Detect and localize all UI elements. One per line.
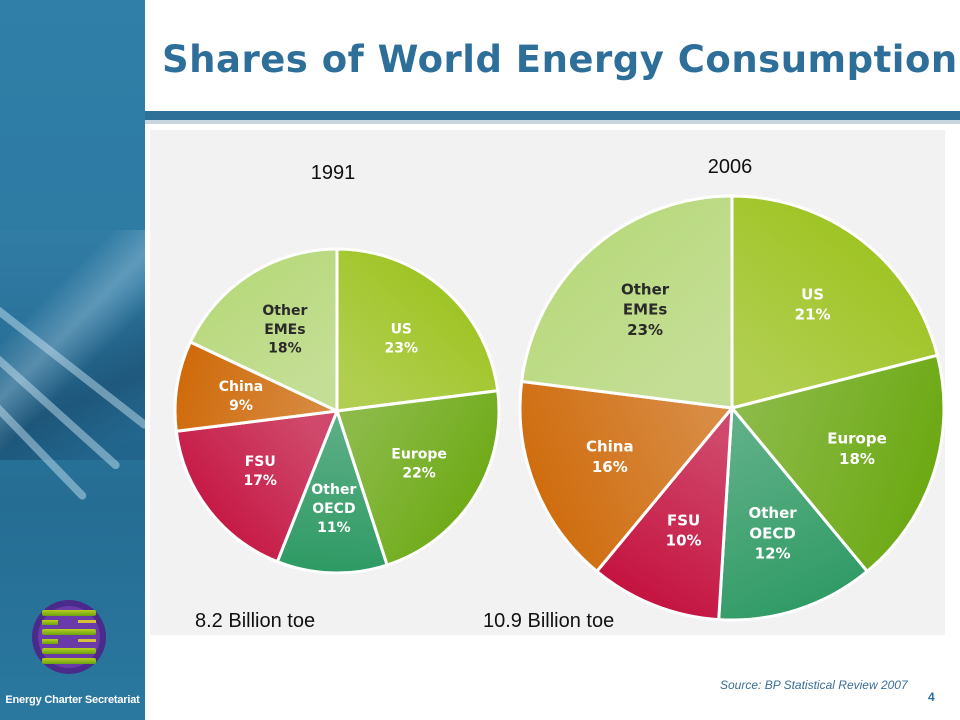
- slice-us: [730, 194, 940, 410]
- title-underline-shadow: [145, 120, 960, 124]
- slice-europe: [335, 389, 501, 567]
- slice-label-china: China 16%: [586, 438, 634, 476]
- slice-label-europe: Europe 22%: [391, 447, 447, 482]
- pie-title-1991: 1991: [311, 162, 356, 184]
- slice-label-fsu: FSU 10%: [666, 511, 702, 549]
- sidebar-pipeline-photo: [0, 230, 145, 460]
- slice-label-other-oecd: Other OECD 11%: [311, 482, 356, 536]
- energy-charter-logo-icon: [32, 600, 106, 674]
- slice-label-fsu: FSU 17%: [243, 454, 277, 489]
- slice-fsu: [174, 409, 340, 564]
- org-name: Energy Charter Secretariat: [5, 694, 140, 706]
- slice-fsu: [594, 403, 734, 622]
- pie-2006: US 21% Europe 18% Other OECD 12% FSU 10% China 16%…: [518, 194, 945, 622]
- slice-other-oecd: [717, 404, 870, 622]
- slice-label-europe: Europe 18%: [827, 430, 887, 468]
- page-title: Shares of World Energy Consumption: [162, 38, 958, 81]
- source-note: Source: BP Statistical Review 2007: [720, 678, 908, 692]
- sidebar: Energy Charter Secretariat: [0, 0, 145, 720]
- slice-label-other-oecd: Other OECD 12%: [749, 504, 798, 563]
- slice-label-china: China 9%: [219, 379, 263, 414]
- slice-label-other-emes: Other EMEs 18%: [262, 303, 307, 357]
- pie-1991: US 23% Europe 22% Other OECD 11% FSU 17% China 9% O…: [173, 247, 501, 575]
- slice-china: [518, 379, 735, 574]
- title-underline: [145, 111, 960, 120]
- pie-total-2006: 10.9 Billion toe: [483, 610, 614, 632]
- slice-europe: [729, 353, 945, 574]
- slice-label-us: US 21%: [795, 285, 831, 323]
- pie-charts: US 23% Europe 22% Other OECD 11% FSU 17% China 9% O…: [173, 156, 945, 632]
- slice-label-other-emes: Other EMEs 23%: [621, 280, 670, 339]
- slice-other-oecd: [275, 406, 389, 575]
- slice-other-emes: [519, 194, 734, 410]
- page-number: 4: [928, 690, 935, 704]
- pie-total-1991: 8.2 Billion toe: [195, 610, 315, 632]
- slice-us: [335, 247, 500, 413]
- slice-china: [173, 340, 343, 433]
- slice-label-us: US 23%: [385, 322, 419, 357]
- slice-other-emes: [188, 247, 339, 414]
- pie-title-2006: 2006: [708, 156, 753, 178]
- chart-area: US 23% Europe 22% Other OECD 11% FSU 17% China 9% O…: [150, 130, 945, 635]
